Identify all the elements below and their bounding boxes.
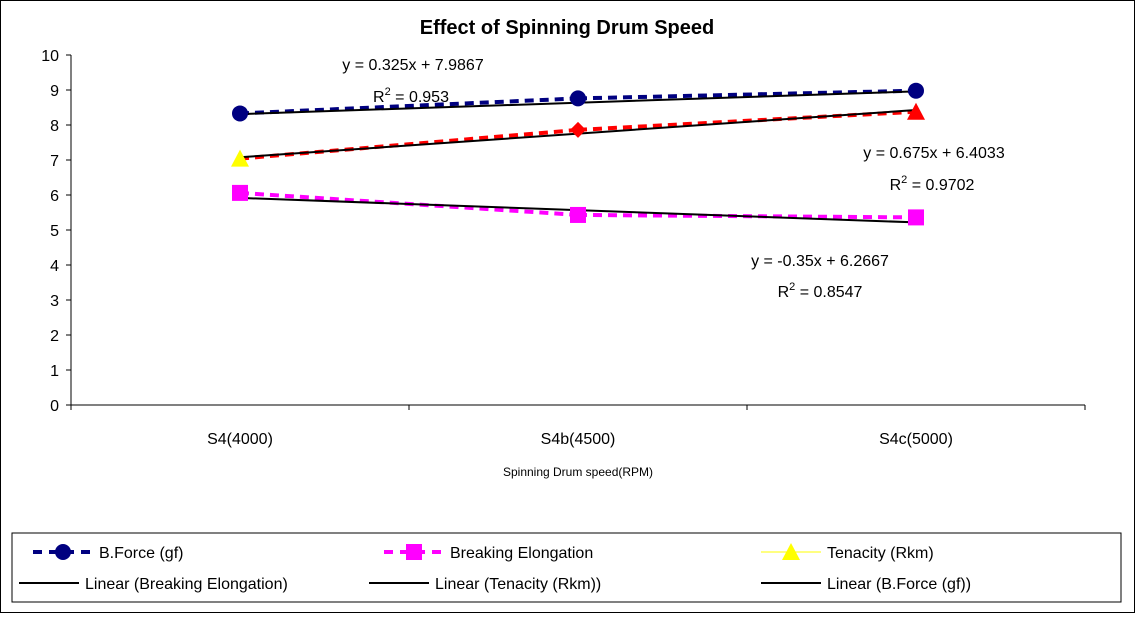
legend-marker (55, 544, 71, 560)
x-tick-label: S4(4000) (207, 431, 273, 448)
trendline-equation: y = 0.325x + 7.9867 (342, 57, 484, 74)
trendline-equation: y = -0.35x + 6.2667 (751, 253, 889, 270)
legend-box (11, 532, 1122, 603)
trendline-r-squared: R2 = 0.953 (373, 86, 449, 106)
legend: B.Force (gf) Breaking Elongation Tenacity … (19, 543, 971, 593)
trendline-r-squared: R2 = 0.9702 (890, 174, 975, 194)
legend-marker (406, 544, 422, 560)
x-tick-label: S4c(5000) (879, 431, 953, 448)
y-tick-label: 6 (50, 188, 59, 205)
data-point (908, 82, 924, 99)
trendline-equation: y = 0.675x + 6.4033 (863, 145, 1005, 162)
series-line-b-force-gf (239, 96, 579, 116)
series-line-b-force-gf (577, 88, 917, 101)
data-point (570, 206, 586, 223)
data-point (570, 90, 586, 107)
x-tick-label: S4b(4500) (541, 431, 616, 448)
data-point (232, 105, 248, 122)
data-point (570, 121, 586, 138)
x-axis-label: Spinning Drum speed(RPM) (503, 465, 653, 479)
legend-marker (782, 543, 800, 560)
data-point (232, 184, 248, 201)
trendline-r-squared: R2 = 0.8547 (778, 281, 863, 301)
y-tick-label: 5 (50, 223, 59, 240)
data-point (908, 209, 924, 226)
y-tick-label: 8 (50, 118, 59, 135)
legend-label: B.Force (gf) (99, 545, 183, 562)
data-point (907, 102, 925, 120)
y-tick-label: 10 (41, 48, 59, 65)
y-tick-label: 3 (50, 293, 59, 310)
y-tick-label: 2 (50, 328, 59, 345)
y-tick-label: 4 (50, 258, 59, 275)
y-tick-label: 0 (50, 398, 59, 415)
plot-layer: 0 1 2 3 4 5 6 7 8 9 10 S4(4000) S4b(4500) S4c(5000) y … (41, 48, 1086, 448)
y-tick-label: 9 (50, 83, 59, 100)
series-line-tenacity-rkm (577, 109, 917, 132)
chart-title: Effect of Spinning Drum Speed (420, 17, 714, 39)
legend-label: Tenacity (Rkm) (827, 545, 934, 562)
data-point (231, 149, 249, 167)
series-line-tenacity-rkm (239, 127, 579, 161)
legend-label: Linear (Breaking Elongation) (85, 576, 288, 593)
legend-label: Linear (B.Force (gf)) (827, 576, 971, 593)
y-tick-label: 7 (50, 153, 59, 170)
legend-label: Linear (Tenacity (Rkm)) (435, 576, 601, 593)
legend-label: Breaking Elongation (450, 545, 593, 562)
y-tick-label: 1 (50, 363, 59, 380)
